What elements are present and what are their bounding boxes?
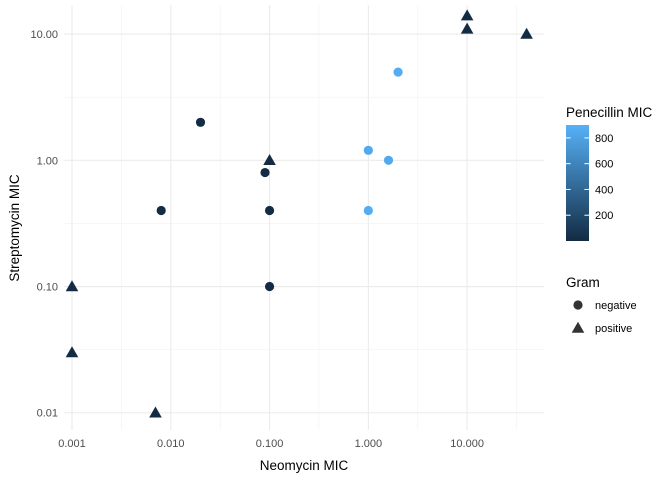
x-axis-title: Neomycin MIC <box>260 458 349 473</box>
x-tick-label: 0.100 <box>256 438 284 450</box>
colorbar-ticks: 200 400 600 800 <box>566 133 613 222</box>
data-point <box>149 406 162 418</box>
data-point <box>264 281 275 292</box>
data-point <box>195 117 206 127</box>
data-points <box>65 9 533 418</box>
data-point <box>363 205 373 216</box>
color-legend: Penecillin MIC 200 400 600 800 <box>566 105 653 241</box>
y-tick-label: 0.10 <box>37 282 58 294</box>
colorbar-tick-label: 800 <box>595 133 613 145</box>
data-point <box>156 205 166 216</box>
data-point <box>520 27 533 39</box>
x-axis-ticks: 0.001 0.010 0.100 1.000 10.000 <box>58 438 484 450</box>
y-tick-label: 10.00 <box>30 29 58 41</box>
colorbar <box>566 125 589 241</box>
colorbar-tick-label: 200 <box>595 210 613 222</box>
y-tick-label: 0.01 <box>37 408 58 420</box>
color-legend-title: Penecillin MIC <box>566 105 653 120</box>
shape-legend-label: positive <box>595 323 632 335</box>
y-tick-label: 1.00 <box>37 155 58 167</box>
data-point <box>264 205 275 216</box>
data-point <box>460 9 474 21</box>
data-point <box>460 22 474 34</box>
colorbar-tick-label: 400 <box>595 184 613 196</box>
colorbar-tick-label: 600 <box>595 159 613 171</box>
x-tick-label: 10.000 <box>450 438 484 450</box>
shape-legend-label: negative <box>595 300 637 312</box>
x-tick-label: 0.001 <box>58 438 86 450</box>
data-point <box>363 145 373 155</box>
data-point <box>383 155 394 165</box>
shape-legend-title: Gram <box>566 275 600 290</box>
shape-legend: Gram negative positive <box>566 275 637 335</box>
y-axis-title: Streptomycin MIC <box>7 174 22 282</box>
data-point <box>263 154 276 166</box>
x-tick-label: 0.010 <box>157 438 185 450</box>
circle-legend-key <box>573 300 583 310</box>
data-point <box>393 67 403 77</box>
data-point <box>260 167 270 178</box>
triangle-legend-key <box>571 321 585 333</box>
data-point <box>65 346 79 358</box>
x-tick-label: 1.000 <box>355 438 383 450</box>
data-point <box>65 280 79 292</box>
y-axis-ticks: 0.01 0.10 1.00 10.00 <box>30 29 58 420</box>
grid <box>64 5 544 430</box>
